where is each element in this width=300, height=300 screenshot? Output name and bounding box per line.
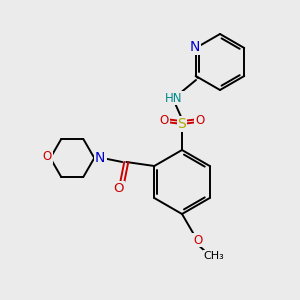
Text: HN: HN bbox=[165, 92, 183, 104]
Text: S: S bbox=[178, 117, 186, 131]
Text: O: O bbox=[113, 182, 124, 196]
Text: CH₃: CH₃ bbox=[204, 251, 224, 261]
Text: N: N bbox=[95, 151, 106, 165]
Text: N: N bbox=[190, 40, 200, 54]
Text: O: O bbox=[195, 113, 205, 127]
Text: O: O bbox=[43, 151, 52, 164]
Text: O: O bbox=[194, 233, 202, 247]
Text: O: O bbox=[159, 113, 169, 127]
